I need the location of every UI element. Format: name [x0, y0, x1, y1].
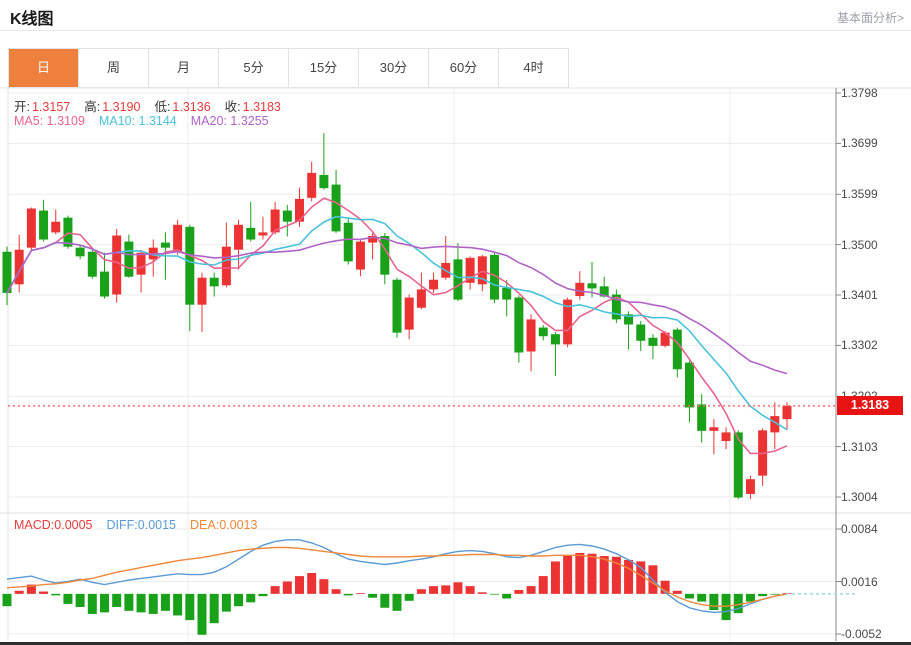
price-axis-label: 1.3599 [841, 187, 878, 202]
header-divider [0, 30, 911, 31]
tab-min5[interactable]: 5分 [219, 49, 289, 87]
tab-min15[interactable]: 15分 [289, 49, 359, 87]
ohlc-legend: 开: 1.3157 高: 1.3190 低: 1.3136 收: 1.3183 [14, 96, 281, 115]
dea-line [6, 546, 788, 607]
macd-axis-label: -0.0052 [841, 627, 882, 641]
macd-axis-label: 0.0016 [841, 574, 878, 589]
price-axis-label: 1.3798 [841, 86, 878, 100]
ma5-legend: MA5: 1.3109 [14, 114, 85, 128]
ohlc-open: 开: 1.3157 [14, 100, 71, 114]
fundamental-analysis-link[interactable]: 基本面分析> [836, 11, 904, 25]
price-axis-label: 1.3401 [841, 288, 878, 302]
tab-week[interactable]: 周 [79, 49, 149, 87]
macd-legend: MACD:0.0005 DIFF:0.0015 DEA:0.0013 [14, 518, 257, 532]
ohlc-low: 低: 1.3136 [154, 100, 211, 114]
ma10-line [6, 215, 788, 431]
page-title: K线图 [10, 11, 54, 28]
tab-min60[interactable]: 60分 [429, 49, 499, 87]
ma10-legend: MA10: 1.3144 [98, 114, 177, 128]
diff-line [6, 539, 788, 614]
ohlc-high: 高: 1.3190 [84, 100, 141, 114]
tab-min30[interactable]: 30分 [359, 49, 429, 87]
panel-borders [0, 87, 911, 645]
tab-month[interactable]: 月 [149, 49, 219, 87]
dea-value: DEA:0.0013 [190, 518, 258, 532]
macd-value: MACD:0.0005 [14, 518, 93, 532]
price-axis-label: 1.3699 [841, 136, 878, 151]
candles-layer [2, 133, 792, 500]
ohlc-close: 收: 1.3183 [224, 100, 281, 114]
price-axis-label: 1.3004 [841, 490, 878, 504]
tab-hour4[interactable]: 4时 [499, 49, 568, 87]
interval-tabbar: 日周月 5分 15分 30分 60分 4时 [8, 48, 569, 88]
price-axis-label: 1.3103 [841, 439, 878, 454]
price-axis-label: 1.3500 [841, 237, 878, 252]
diff-value: DIFF:0.0015 [106, 518, 176, 532]
current-price-badge: 1.3183 [837, 395, 903, 415]
tab-day[interactable]: 日 [9, 49, 79, 87]
ma5-line [6, 197, 788, 455]
macd-histogram [2, 552, 792, 635]
ma20-line [6, 236, 788, 375]
ma-legend: MA5: 1.3109 MA10: 1.3144 MA20: 1.3255 [14, 114, 269, 128]
macd-axis-label: 0.0084 [841, 522, 878, 536]
gridlines [8, 88, 841, 641]
ma20-legend: MA20: 1.3255 [190, 114, 269, 128]
price-axis-label: 1.3302 [841, 338, 878, 353]
